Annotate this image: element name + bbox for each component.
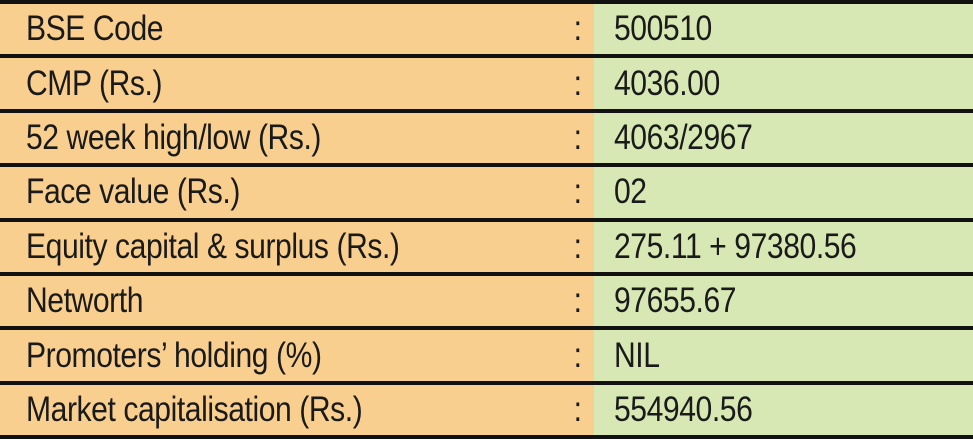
table-row-equity-capital: Equity capital & surplus (Rs.) : 275.11 …	[0, 217, 973, 274]
row-separator: :	[562, 54, 594, 111]
colon-separator: :	[573, 9, 583, 49]
row-value-text: 02	[614, 172, 647, 212]
row-value-text: 4036.00	[614, 63, 720, 103]
row-value-text: 500510	[614, 9, 712, 49]
row-label-text: Networth	[26, 281, 144, 321]
row-value: 500510	[594, 0, 973, 57]
row-label-text: Face value (Rs.)	[26, 172, 240, 212]
row-label: Equity capital & surplus (Rs.)	[0, 217, 562, 274]
table-row-cmp: CMP (Rs.) : 4036.00	[0, 54, 973, 111]
row-label: Promoters’ holding (%)	[0, 326, 562, 383]
row-value-text: 554940.56	[614, 389, 753, 429]
row-label: Market capitalisation (Rs.)	[0, 380, 562, 439]
row-label: BSE Code	[0, 0, 562, 57]
table-row-52-week-high-low: 52 week high/low (Rs.) : 4063/2967	[0, 108, 973, 166]
row-value-text: 275.11 + 97380.56	[614, 226, 857, 266]
row-separator: :	[562, 326, 594, 383]
row-separator: :	[562, 108, 594, 166]
row-label-text: BSE Code	[26, 9, 164, 49]
row-label-text: Promoters’ holding (%)	[26, 335, 322, 375]
row-label: 52 week high/low (Rs.)	[0, 108, 562, 166]
row-separator: :	[562, 271, 594, 329]
row-label: CMP (Rs.)	[0, 54, 562, 111]
colon-separator: :	[573, 335, 583, 375]
colon-separator: :	[573, 226, 583, 266]
row-value: 554940.56	[594, 380, 973, 439]
row-label-text: CMP (Rs.)	[26, 63, 163, 103]
table-row-promoters-holding: Promoters’ holding (%) : NIL	[0, 326, 973, 383]
row-value-text: NIL	[614, 335, 660, 375]
row-value: NIL	[594, 326, 973, 383]
row-label: Networth	[0, 271, 562, 329]
row-value-text: 97655.67	[614, 281, 737, 321]
colon-separator: :	[573, 281, 583, 321]
table-row-market-capitalisation: Market capitalisation (Rs.) : 554940.56	[0, 380, 973, 439]
row-label-text: Market capitalisation (Rs.)	[26, 389, 363, 429]
row-separator: :	[562, 217, 594, 274]
colon-separator: :	[573, 172, 583, 212]
row-label-text: Equity capital & surplus (Rs.)	[26, 226, 400, 266]
table-row-networth: Networth : 97655.67	[0, 271, 973, 329]
colon-separator: :	[573, 63, 583, 103]
row-value: 97655.67	[594, 271, 973, 329]
row-separator: :	[562, 163, 594, 220]
row-value: 4036.00	[594, 54, 973, 111]
colon-separator: :	[573, 117, 583, 157]
row-label: Face value (Rs.)	[0, 163, 562, 220]
row-value: 275.11 + 97380.56	[594, 217, 973, 274]
colon-separator: :	[573, 389, 583, 429]
row-label-text: 52 week high/low (Rs.)	[26, 117, 322, 157]
row-value: 02	[594, 163, 973, 220]
table-row-face-value: Face value (Rs.) : 02	[0, 163, 973, 220]
row-value: 4063/2967	[594, 108, 973, 166]
table-row-bse-code: BSE Code : 500510	[0, 0, 973, 57]
row-value-text: 4063/2967	[614, 117, 753, 157]
row-separator: :	[562, 380, 594, 439]
row-separator: :	[562, 0, 594, 57]
